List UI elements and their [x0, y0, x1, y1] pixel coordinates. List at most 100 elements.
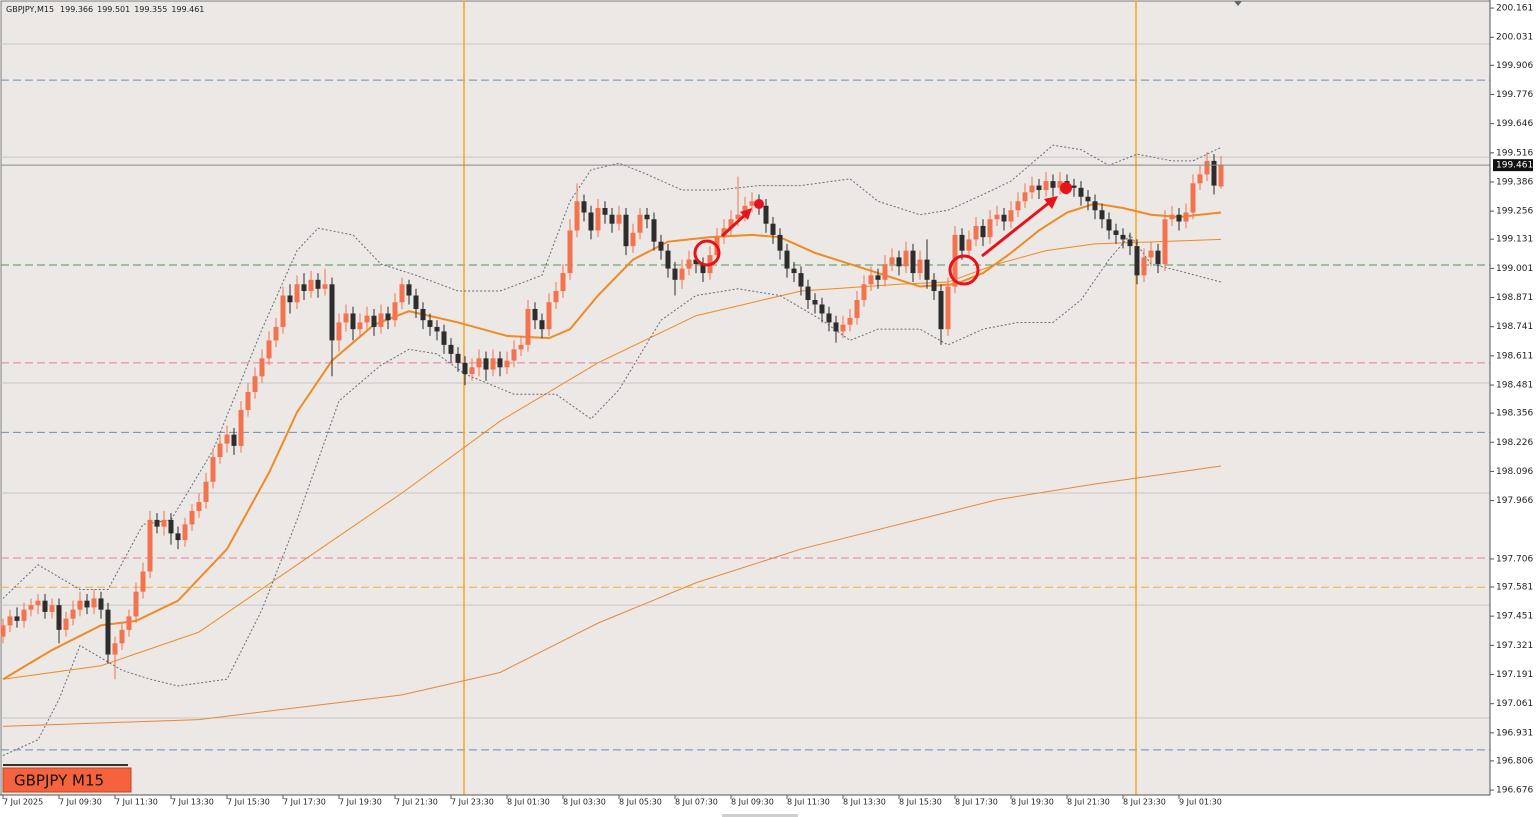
candle-body [994, 214, 1000, 220]
candle-body [1120, 234, 1126, 240]
candle-body [889, 257, 895, 265]
candle-body [399, 284, 405, 303]
candle-body [462, 362, 468, 375]
candle-body [826, 313, 832, 323]
candle-body [1134, 246, 1140, 276]
candle-body [1162, 219, 1168, 265]
candle-body [728, 219, 734, 229]
ohlc-low: 199.355 [134, 5, 167, 14]
candle-body [7, 616, 13, 626]
candle-body [602, 208, 608, 215]
candle-body [287, 295, 293, 303]
candle-body [1001, 214, 1007, 222]
candle-body [805, 286, 811, 301]
candle-body [1015, 201, 1021, 211]
candle-body [581, 201, 587, 213]
candle-body [70, 609, 76, 619]
candle-body [427, 320, 433, 327]
x-tick-label: 9 Jul 01:30 [1179, 798, 1222, 807]
y-tick-label: 199.386 [1496, 177, 1533, 187]
candle-body [658, 241, 664, 251]
candle-body [1022, 192, 1028, 202]
candle-body [910, 250, 916, 274]
chart-header: GBPJPY,M15 199.366 199.501 199.355 199.461 [6, 5, 204, 14]
candle-body [133, 591, 139, 617]
candle-body [1078, 187, 1084, 197]
candle-body [1148, 250, 1154, 258]
candle-body [1085, 196, 1091, 202]
signal-circle [948, 254, 980, 286]
candle-body [931, 279, 937, 292]
candle-body [231, 434, 237, 446]
symbol: GBPJPY,M15 [6, 5, 54, 14]
y-tick-label: 199.646 [1496, 119, 1533, 129]
x-tick-label: 8 Jul 05:30 [619, 798, 662, 807]
candle-body [490, 358, 496, 370]
x-tick-label: 8 Jul 11:30 [787, 798, 830, 807]
candle-body [833, 322, 839, 332]
candle-body [35, 600, 41, 606]
x-tick-label: 8 Jul 09:30 [731, 798, 774, 807]
candle-body [21, 609, 27, 621]
annotations [693, 182, 1072, 286]
candle-body [322, 284, 328, 289]
candle-body [812, 300, 818, 305]
candle-body [469, 367, 475, 375]
candle-body [665, 250, 671, 269]
candle-body [483, 358, 489, 370]
y-tick-label: 199.256 [1496, 207, 1533, 217]
candle-body [651, 219, 657, 242]
candle-body [504, 360, 510, 368]
x-tick-label: 7 Jul 2025 [3, 798, 43, 807]
candle-body [903, 250, 909, 267]
candle-body [392, 302, 398, 321]
candle-body [882, 264, 888, 280]
candle-body [1008, 210, 1014, 222]
candle-body [609, 214, 615, 224]
y-tick-label: 200.031 [1496, 33, 1533, 43]
target-dot [754, 199, 764, 209]
candle-body [511, 349, 517, 361]
candle-body [847, 317, 853, 325]
current-price-box [1493, 159, 1533, 172]
candle-body [875, 275, 881, 280]
candle-body [441, 331, 447, 345]
candle-body [840, 324, 846, 332]
x-tick-label: 7 Jul 11:30 [115, 798, 158, 807]
candle-body [938, 291, 944, 330]
candle-body [259, 358, 265, 377]
candle-body [1204, 160, 1210, 175]
candle-body [63, 618, 69, 630]
x-tick-label: 8 Jul 23:30 [1123, 798, 1166, 807]
candle-body [560, 273, 566, 292]
x-tick-label: 8 Jul 13:30 [843, 798, 886, 807]
y-tick-label: 199.906 [1496, 61, 1533, 71]
candle-body [679, 268, 685, 280]
candle-body [924, 259, 930, 280]
candle-body [476, 358, 482, 368]
candle-body [329, 284, 335, 341]
candle-body [1169, 214, 1175, 220]
candle-body [630, 232, 636, 247]
arrow-head [1044, 196, 1058, 209]
candle-body [336, 322, 342, 341]
levels [1, 43, 1490, 751]
candle-body [77, 600, 83, 610]
candle-body [623, 214, 629, 247]
x-tick-label: 8 Jul 07:30 [675, 798, 718, 807]
candle-body [742, 205, 748, 215]
x-tick-label: 7 Jul 09:30 [59, 798, 102, 807]
y-tick-label: 199.131 [1496, 235, 1533, 245]
candle-body [1176, 214, 1182, 222]
candle-body [693, 259, 699, 265]
candle-body [315, 279, 321, 289]
indicator-line [2, 465, 1222, 727]
x-tick-label: 7 Jul 21:30 [395, 798, 438, 807]
candle-body [0, 625, 6, 637]
candle-body [525, 308, 531, 345]
x-tick-label: 7 Jul 19:30 [339, 798, 382, 807]
candle-body [959, 234, 965, 251]
ohlc-high: 199.501 [97, 5, 130, 14]
candle-body [819, 304, 825, 314]
